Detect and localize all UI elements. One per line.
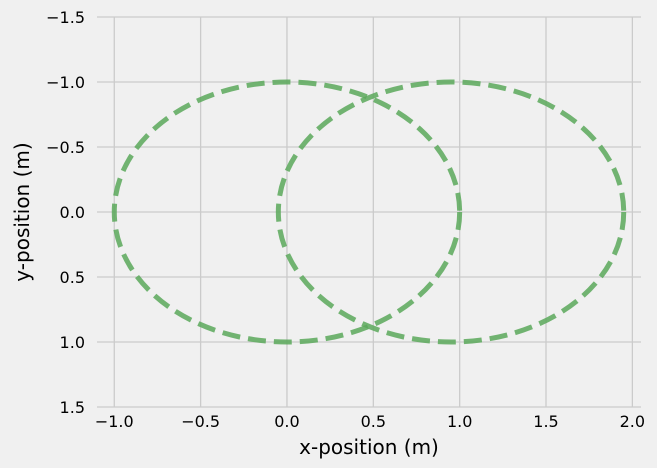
x-tick-label: −0.5 — [181, 412, 220, 431]
y-tick-labels: −1.5 −1.0 −0.5 0.0 0.5 1.0 1.5 — [46, 8, 85, 417]
y-tick-label: 0.5 — [60, 268, 85, 287]
x-tick-label: 1.0 — [447, 412, 472, 431]
y-tick-label: −1.0 — [46, 73, 85, 92]
grid — [97, 16, 641, 408]
y-tick-label: 0.0 — [60, 203, 85, 222]
circle-trajectory-2 — [275, 79, 627, 345]
y-tick-label: −1.5 — [46, 8, 85, 27]
x-axis-label: x-position (m) — [299, 435, 439, 459]
x-tick-labels: −1.0 −0.5 0.0 0.5 1.0 1.5 2.0 — [95, 412, 645, 431]
x-tick-label: −1.0 — [95, 412, 134, 431]
x-tick-label: 0.5 — [361, 412, 386, 431]
series-layer — [111, 79, 627, 345]
circle-trajectory-1 — [111, 79, 463, 345]
y-tick-label: 1.5 — [60, 398, 85, 417]
x-tick-label: 1.5 — [533, 412, 558, 431]
y-tick-label: −0.5 — [46, 138, 85, 157]
y-tick-label: 1.0 — [60, 333, 85, 352]
x-tick-label: 0.0 — [274, 412, 299, 431]
x-tick-label: 2.0 — [620, 412, 645, 431]
y-axis-label: y-position (m) — [10, 142, 34, 281]
